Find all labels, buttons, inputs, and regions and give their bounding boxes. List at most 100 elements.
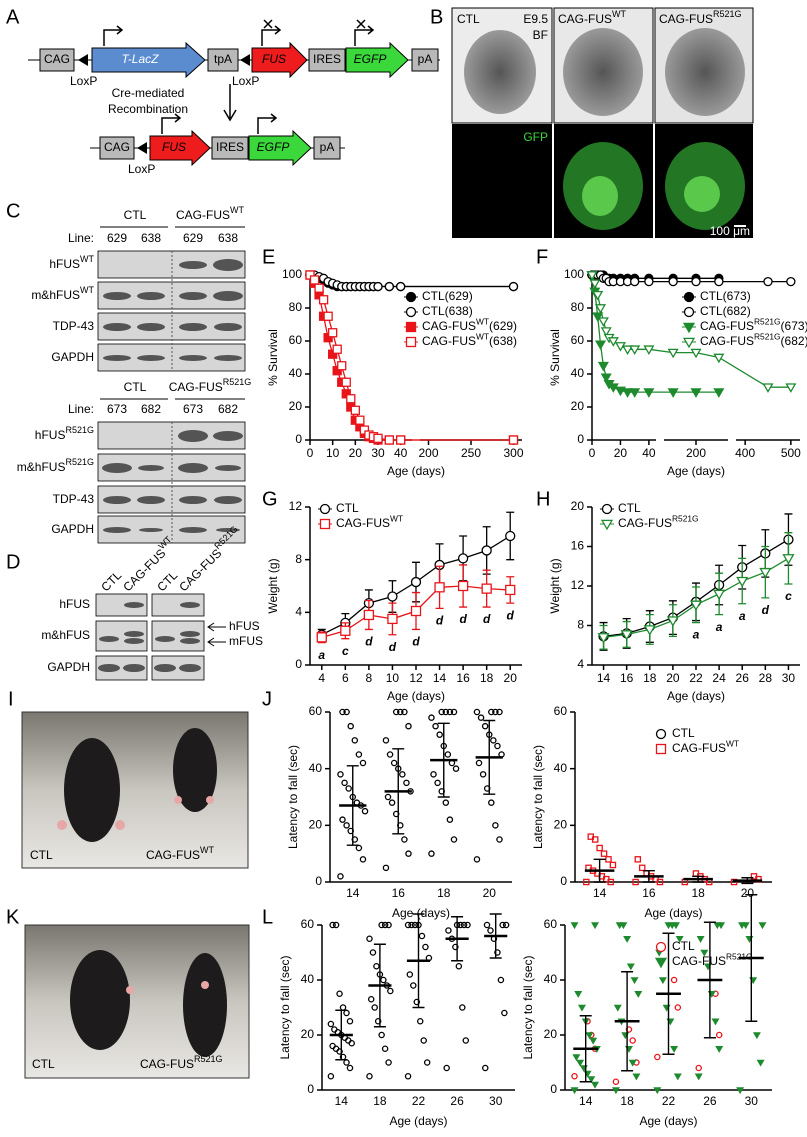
legend-label: CAG-FUSR521G bbox=[672, 952, 753, 969]
point bbox=[382, 737, 390, 744]
point bbox=[459, 1004, 466, 1011]
point bbox=[587, 833, 595, 840]
legend-label: CTL(629) bbox=[422, 289, 473, 303]
band bbox=[139, 528, 163, 532]
point bbox=[450, 836, 458, 843]
legend-marker bbox=[405, 306, 417, 318]
x-tick-label: 18 bbox=[691, 886, 705, 900]
point bbox=[363, 609, 375, 621]
point bbox=[336, 990, 343, 998]
point bbox=[373, 433, 383, 444]
x-tick-label: 18 bbox=[620, 1094, 634, 1108]
x-tick-label: 300 bbox=[503, 446, 523, 460]
label-sup: R521G bbox=[754, 332, 781, 342]
point bbox=[600, 327, 612, 337]
point bbox=[443, 1064, 450, 1072]
point bbox=[385, 921, 392, 929]
label-sup: WT bbox=[200, 845, 214, 855]
band bbox=[123, 664, 145, 672]
label: CAG-FUS bbox=[336, 516, 390, 530]
significance-label: d bbox=[389, 640, 397, 654]
legend-marker bbox=[601, 503, 613, 515]
label: CAG-FUS bbox=[140, 1057, 194, 1071]
element-label: pA bbox=[418, 52, 433, 66]
label: CTL bbox=[672, 939, 695, 953]
image bbox=[452, 124, 552, 238]
element bbox=[248, 129, 312, 167]
band bbox=[214, 496, 242, 504]
arrow bbox=[207, 622, 226, 632]
x-tick-label: 10 bbox=[386, 671, 400, 685]
x-tick-label: 200 bbox=[418, 446, 438, 460]
band bbox=[99, 636, 119, 642]
label-suffix: (673) bbox=[781, 319, 807, 333]
label: CTL bbox=[124, 380, 147, 394]
point bbox=[750, 873, 758, 880]
legend-marker bbox=[405, 321, 417, 333]
point bbox=[328, 328, 338, 338]
group-label: CAG-FUSWT bbox=[176, 205, 244, 222]
label: CTL bbox=[700, 289, 723, 303]
point bbox=[442, 708, 450, 716]
point bbox=[345, 785, 352, 792]
panel-label: G bbox=[262, 488, 278, 510]
band bbox=[213, 259, 243, 271]
point bbox=[420, 1037, 427, 1044]
point bbox=[670, 976, 678, 984]
point bbox=[396, 435, 406, 445]
point bbox=[585, 1032, 594, 1040]
point bbox=[434, 582, 445, 593]
y-tick-label: 60 bbox=[309, 704, 323, 718]
x-tick-label: 12 bbox=[409, 671, 423, 685]
label: m&hFUS bbox=[31, 288, 80, 302]
paw bbox=[115, 820, 125, 830]
panel-label: F bbox=[536, 246, 548, 268]
point bbox=[355, 415, 365, 425]
band bbox=[179, 323, 207, 331]
line-label: Line: bbox=[68, 231, 94, 245]
legend-label: CTL(638) bbox=[422, 304, 473, 318]
column-label: CTL bbox=[457, 12, 480, 26]
band bbox=[213, 431, 243, 441]
label-suffix: (682) bbox=[723, 304, 751, 318]
label: CTL bbox=[618, 501, 641, 515]
point bbox=[446, 708, 454, 716]
x-tick-label: 0 bbox=[307, 446, 314, 460]
point bbox=[327, 1020, 335, 1028]
point bbox=[497, 976, 505, 984]
label: CTL bbox=[124, 208, 147, 222]
point bbox=[638, 864, 646, 872]
significance-label: d bbox=[412, 635, 420, 649]
label: CAG-FUS bbox=[176, 546, 224, 594]
band bbox=[178, 463, 208, 473]
band bbox=[98, 664, 120, 672]
point bbox=[634, 856, 642, 863]
point bbox=[381, 1045, 389, 1053]
row-label: hFUSR521G bbox=[35, 425, 94, 442]
y-tick-label: 12 bbox=[571, 578, 585, 592]
point bbox=[736, 1087, 745, 1095]
point bbox=[482, 1064, 489, 1072]
mouse-photos: CTL CAG-FUSWT CTL CAG-FUSR521G bbox=[21, 711, 250, 1079]
point bbox=[404, 1073, 412, 1080]
point bbox=[403, 779, 410, 787]
point bbox=[715, 1031, 723, 1039]
point bbox=[401, 708, 408, 716]
point bbox=[505, 530, 516, 542]
bf-label: BF bbox=[533, 28, 548, 42]
legend-marker bbox=[405, 291, 417, 303]
point bbox=[436, 731, 443, 738]
point bbox=[340, 625, 351, 636]
x-tick-label: 250 bbox=[461, 446, 481, 460]
point bbox=[442, 799, 450, 806]
construct-diagram: CAG T-LacZ tpA FUS IRES EGFP pA LoxP Lox… bbox=[28, 19, 440, 176]
point bbox=[487, 927, 494, 934]
point bbox=[367, 996, 375, 1003]
point bbox=[756, 1059, 765, 1067]
row-label: m&hFUSWT bbox=[31, 285, 94, 302]
point bbox=[452, 943, 459, 951]
point bbox=[339, 708, 346, 716]
point bbox=[668, 276, 678, 287]
point bbox=[481, 545, 492, 556]
